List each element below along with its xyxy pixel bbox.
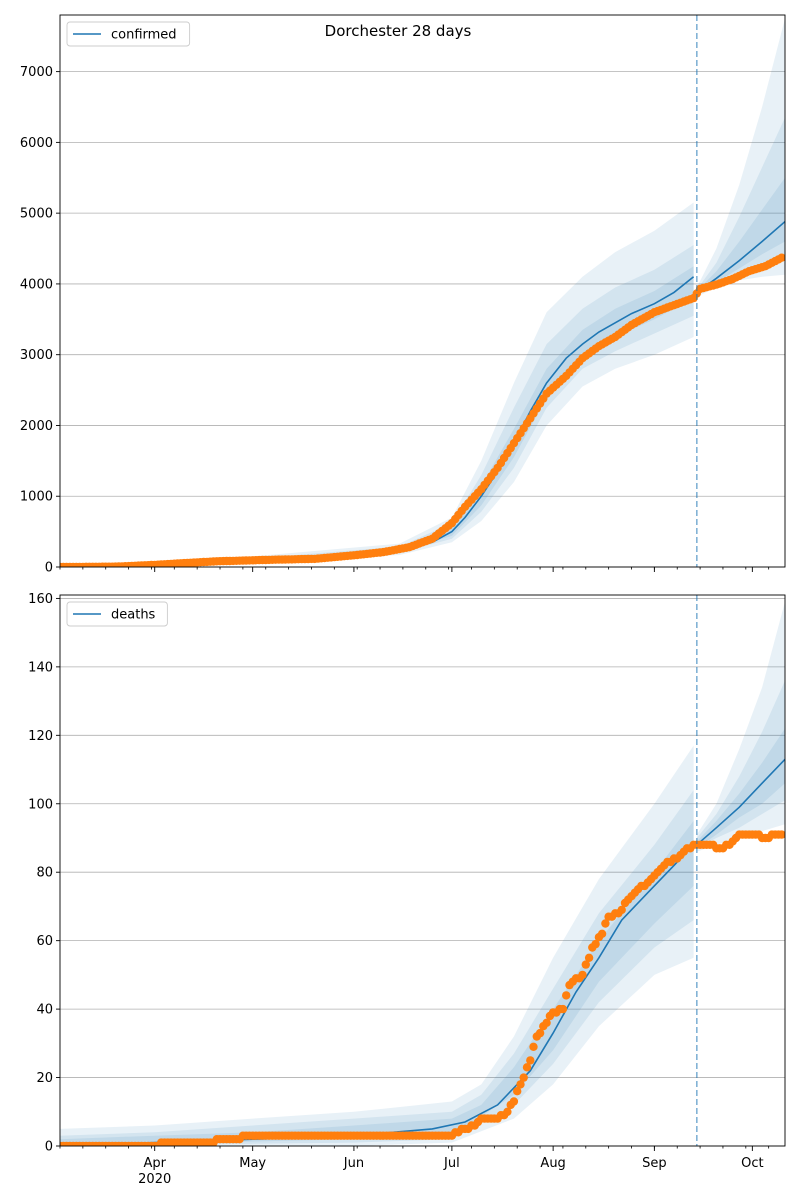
x-tick-label: Oct — [741, 1156, 763, 1171]
legend: confirmed — [66, 21, 191, 47]
observed-point — [516, 1080, 525, 1089]
x-tick-label: Apr — [143, 1156, 166, 1171]
y-tick-label: 3000 — [20, 348, 53, 363]
y-tick-label: 160 — [28, 592, 53, 607]
y-tick-label: 80 — [36, 866, 53, 881]
y-tick-label: 120 — [28, 729, 53, 744]
x-tick-label: May — [239, 1156, 266, 1171]
y-tick-label: 40 — [36, 1003, 53, 1018]
y-tick-label: 2000 — [20, 419, 53, 434]
plot-area — [60, 601, 785, 1146]
observed-point — [529, 1042, 538, 1052]
legend: deaths — [66, 601, 168, 627]
observed-point — [581, 960, 590, 969]
y-tick-label: 20 — [36, 1071, 53, 1086]
figure-title: Dorchester 28 days — [325, 22, 472, 40]
x-tick-label: Aug — [540, 1156, 565, 1171]
observed-point — [509, 1097, 519, 1106]
observed-point — [526, 1056, 535, 1065]
band-middle-forecast — [696, 680, 785, 849]
observed-point — [562, 991, 571, 1000]
observed-point — [617, 905, 626, 915]
observed-point — [522, 1063, 532, 1072]
model-forecast-line — [696, 758, 785, 846]
x-tick-sublabel: 2020 — [138, 1172, 171, 1187]
legend-box — [66, 21, 191, 47]
observed-point — [503, 1107, 512, 1117]
y-tick-label: 1000 — [20, 490, 53, 505]
axes-frame — [59, 594, 786, 1147]
legend-box — [66, 601, 168, 627]
observed-point — [601, 919, 610, 928]
band-outer-fit — [60, 202, 694, 567]
confirmed-panel: 0 1000 2000 3000 4000 5000 6000 7000 confirmed — [20, 14, 786, 576]
observed-point — [777, 830, 785, 839]
y-tick-label: 100 — [28, 797, 53, 812]
observed-point — [591, 939, 600, 949]
band-inner-fit — [60, 820, 694, 1146]
band-middle-forecast — [696, 117, 785, 295]
observed-point — [558, 1004, 568, 1014]
y-tick-label: 140 — [28, 660, 53, 675]
observed-point — [584, 953, 594, 962]
band-middle-fit — [60, 790, 694, 1146]
band-outer-forecast — [696, 601, 785, 852]
axes-frame — [59, 14, 786, 568]
x-tick-label: Sep — [642, 1156, 667, 1171]
legend-label: confirmed — [111, 28, 177, 43]
observed-point — [578, 970, 587, 980]
band-inner-forecast — [696, 728, 785, 849]
observed-point — [597, 929, 607, 938]
y-tick-label: 7000 — [20, 65, 53, 80]
y-tick-label: 60 — [36, 934, 53, 949]
observed-point — [513, 1087, 522, 1096]
x-tick-label: Jun — [343, 1156, 364, 1171]
y-tick-label: 6000 — [20, 136, 53, 151]
legend-label: deaths — [111, 608, 156, 623]
y-tick-label: 5000 — [20, 207, 53, 222]
band-inner-forecast — [696, 177, 785, 294]
observed-point — [777, 253, 785, 262]
band-outer-forecast — [696, 18, 785, 297]
y-tick-label: 4000 — [20, 277, 53, 292]
y-tick-label: 0 — [45, 561, 53, 576]
plot-area — [60, 18, 785, 567]
observed-point — [535, 1028, 545, 1038]
observed-point — [542, 1018, 551, 1027]
y-tick-label: 0 — [45, 1140, 53, 1155]
x-tick-label: Jul — [443, 1156, 460, 1171]
observed-point — [519, 1073, 528, 1082]
